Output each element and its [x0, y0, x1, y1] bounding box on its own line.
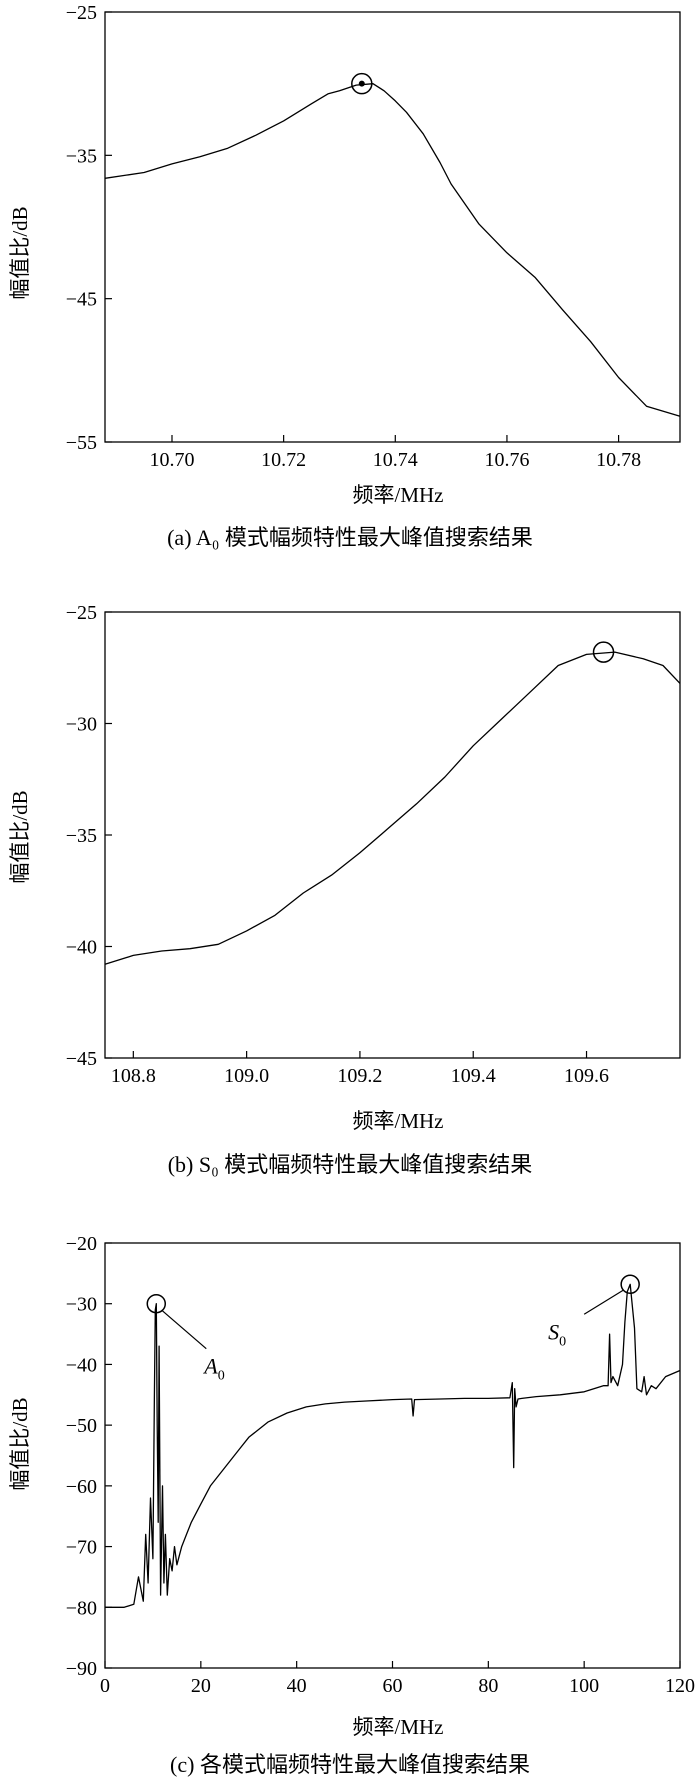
panel-a-peak-circle	[351, 72, 373, 95]
panel-c-x-tick-label: 100	[569, 1675, 599, 1697]
panel-c-y-tick-label: −60	[66, 1476, 97, 1498]
panel-a-y-tick-label: −55	[66, 432, 97, 454]
panel-a-frame	[104, 11, 681, 443]
panel-a-ylabel: 幅值比/dB	[8, 206, 32, 299]
panel-c-chart: 0 20 40 60 80 100 120 −20 −30 −40 −50 −60 −70 −80 −90 A…	[8, 1233, 695, 1777]
panel-c-x-tick-label: 120	[665, 1675, 695, 1697]
panel-c-y-tick-label: −70	[66, 1537, 97, 1559]
panel-c-y-tick-label: −40	[66, 1354, 97, 1376]
panel-a-caption: (a) A₀ 模式幅频特性最大峰值搜索结果	[167, 525, 533, 550]
panel-b-y-tick-label: −45	[66, 1048, 97, 1070]
panel-b-chart: 108.8 109.0 109.2 109.4 109.6 −25 −30 −35 −40 −45…	[8, 602, 681, 1177]
panel-c-y-tick-label: −50	[66, 1415, 97, 1437]
panel-c-x-tick-label: 80	[478, 1675, 498, 1697]
panel-b-ylabel: 幅值比/dB	[8, 790, 32, 883]
panel-c-y-tick-label: −90	[66, 1658, 97, 1680]
panel-c-ylabel: 幅值比/dB	[8, 1397, 32, 1490]
panel-c-plot-area: 0 20 40 60 80 100 120 −20 −30 −40 −50 −60 −70 −80 −90 A…	[66, 1233, 695, 1697]
panel-a-xlabel: 频率/MHz	[353, 483, 444, 507]
panel-c-annotation-circle	[146, 1293, 167, 1314]
panel-a-y-tick-label: −45	[66, 289, 97, 311]
panel-c-frame	[104, 1242, 681, 1669]
panel-b-y-tick-label: −30	[66, 714, 97, 736]
panel-b-series-line	[104, 651, 681, 965]
panel-c-annotation-sub: 0	[559, 1334, 566, 1349]
panel-c-x-tick-label: 0	[100, 1675, 110, 1697]
panel-b-y-tick-label: −35	[66, 825, 97, 847]
panel-c-xlabel: 频率/MHz	[353, 1715, 444, 1739]
panel-c-x-tick-label: 20	[191, 1675, 211, 1697]
panel-b-y-tick-label: −40	[66, 937, 97, 959]
panel-a-x-tick-label: 10.78	[596, 449, 641, 471]
panel-b-y-tick-label: −25	[66, 602, 97, 624]
panel-a-y-tick-label: −25	[66, 2, 97, 24]
panel-a-plot-area: 10.70 10.72 10.74 10.76 10.78 −25 −35 −45 −55	[66, 2, 681, 471]
panel-b-xlabel: 频率/MHz	[353, 1109, 444, 1133]
panel-c-caption: (c) 各模式幅频特性最大峰值搜索结果	[170, 1752, 530, 1777]
panel-c-annotation-circle	[620, 1274, 640, 1295]
panel-b-x-tick-label: 109.6	[564, 1065, 609, 1087]
panel-b-x-tick-label: 109.4	[451, 1065, 496, 1087]
panel-b-plot-area: 108.8 109.0 109.2 109.4 109.6 −25 −30 −35 −40 −45	[66, 602, 681, 1087]
panel-b-x-tick-label: 108.8	[111, 1065, 156, 1087]
panel-c-series-line	[105, 1283, 681, 1608]
panel-c-annotation-leader	[161, 1310, 207, 1350]
panel-b-x-tick-label: 109.2	[337, 1065, 382, 1087]
panel-c-annotation-label: A0	[202, 1354, 224, 1384]
panel-b-peak-circle	[592, 641, 615, 663]
panel-c-x-tick-label: 40	[287, 1675, 307, 1697]
panel-c-y-tick-label: −30	[66, 1294, 97, 1316]
panel-c-annotation-sub: 0	[218, 1369, 225, 1384]
panel-a-x-tick-label: 10.70	[149, 449, 194, 471]
panel-a-x-tick-label: 10.74	[373, 449, 418, 471]
panel-a-chart: 10.70 10.72 10.74 10.76 10.78 −25 −35 −45 −55 频率…	[8, 2, 681, 550]
panel-c-x-tick-label: 60	[383, 1675, 403, 1697]
panel-c-y-tick-label: −80	[66, 1597, 97, 1619]
panel-a-y-tick-label: −35	[66, 145, 97, 167]
panel-c-annotation-label: S0	[548, 1319, 566, 1349]
panel-a-x-tick-label: 10.72	[261, 449, 306, 471]
panel-c-annotation-leader	[583, 1289, 624, 1315]
panel-b-x-tick-label: 109.0	[224, 1065, 269, 1087]
panel-b-frame	[104, 611, 681, 1059]
panel-b-caption: (b) S₀ 模式幅频特性最大峰值搜索结果	[168, 1152, 533, 1177]
panel-c-y-tick-label: −20	[66, 1233, 97, 1255]
panel-a-series-line	[104, 83, 681, 417]
panel-a-x-tick-label: 10.76	[484, 449, 529, 471]
panel-a-peak-dot	[358, 80, 365, 87]
